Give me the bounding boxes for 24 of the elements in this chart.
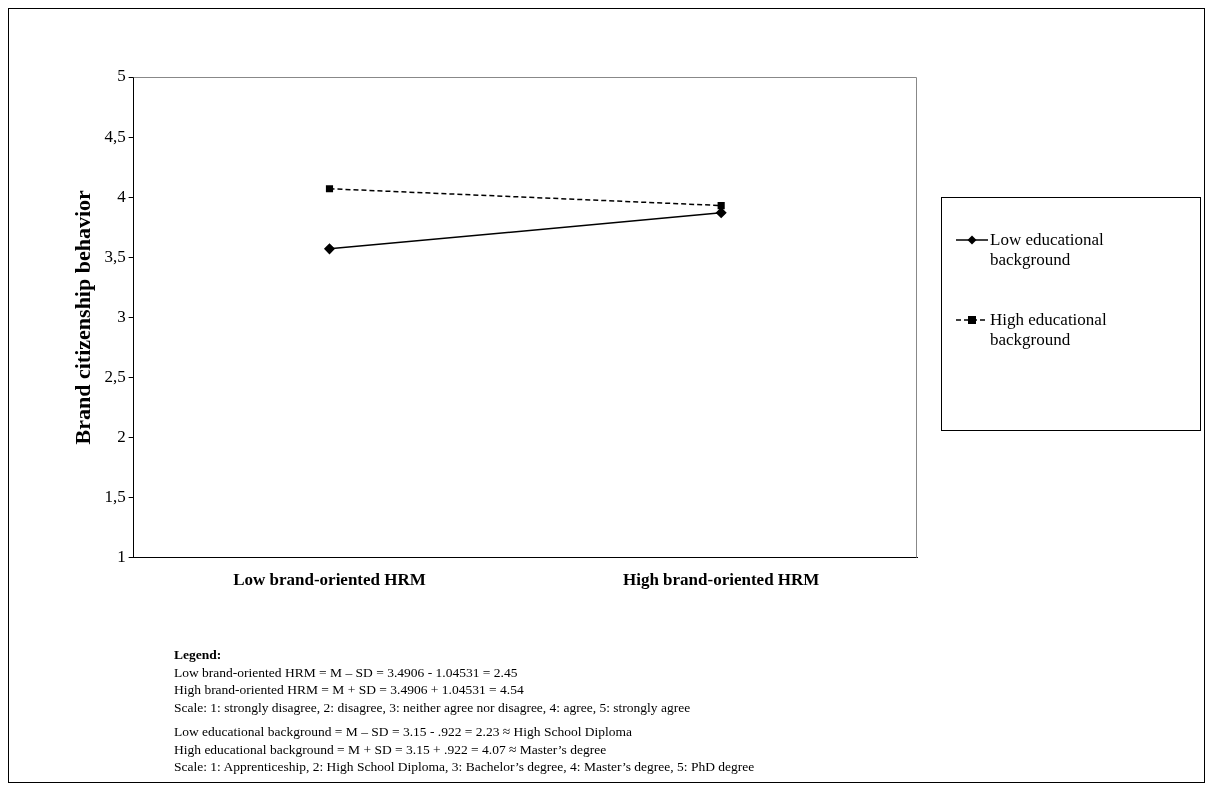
legend-label: Low educational background <box>990 230 1105 270</box>
text: Legend: <box>174 646 223 664</box>
legend-label: High educational background <box>990 310 1108 350</box>
y-tick-label: 2,5 <box>104 366 126 386</box>
text: Low brand-oriented HRM = M – SD = 3.4906 - 1.04531 = 2.45 <box>174 663 519 681</box>
text: High educational background = M + SD = 3.15 + .922 = 4.07 ≈ Master’s degree <box>174 740 608 758</box>
text: High brand-oriented HRM = M + SD = 3.4906 + 1.04531 = 4.54 <box>174 681 525 699</box>
y-tick-label: 1,5 <box>104 486 126 506</box>
x-tick-label: High brand-oriented HRM <box>622 570 820 590</box>
point <box>717 201 725 210</box>
text: Scale: 1: strongly disagree, 2: disagree, 3: neither agree nor disagree, 4: agree, 5: strongly agree <box>174 698 692 716</box>
x-tick-label: Low brand-oriented HRM <box>233 570 426 590</box>
y-axis-title: Brand citizenship behavior <box>69 189 95 445</box>
text: Scale: 1: Apprenticeship, 2: High School Diploma, 3: Bachelor’s degree, 4: Master’s degree, 5: PhD degree <box>174 758 755 776</box>
y-tick-label: 3 <box>117 306 126 326</box>
y-tick-label: 1 <box>117 547 126 567</box>
text: Low educational background = M – SD = 3.15 - .922 = 2.23 ≈ High School Diploma <box>174 723 634 741</box>
point <box>325 185 334 193</box>
y-tick-label: 4,5 <box>104 126 126 146</box>
y-tick-label: 4 <box>117 186 127 206</box>
y-tick-label: 2 <box>117 426 126 446</box>
y-tick-label: 5 <box>117 66 126 86</box>
y-tick-label: 3,5 <box>104 246 126 266</box>
point <box>324 243 335 255</box>
